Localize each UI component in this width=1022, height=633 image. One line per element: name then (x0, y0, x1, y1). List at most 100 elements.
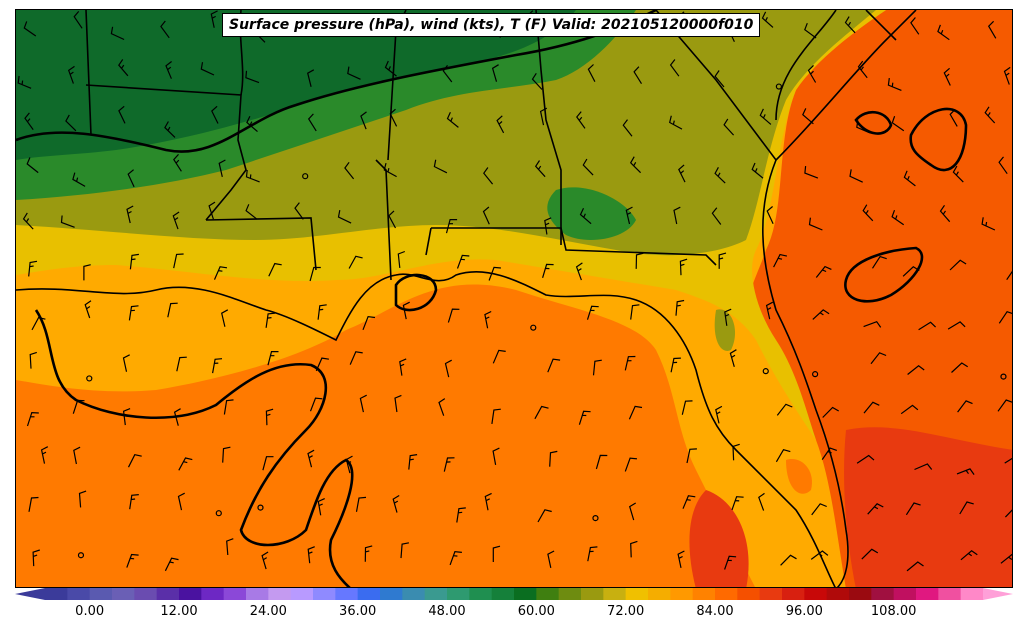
wind-barb (669, 115, 683, 130)
wind-barb (488, 266, 501, 281)
wind-barb (31, 316, 46, 331)
colorbar-labels: 0.00 12.00 24.00 36.00 48.00 60.00 72.00 84.00 9… (0, 604, 1022, 624)
wind-barb (360, 111, 367, 130)
calm-wind-circle (86, 375, 93, 382)
wind-barb (822, 406, 839, 418)
wind-barb (245, 169, 260, 183)
colorbar-swatch (893, 588, 917, 600)
colorbar-swatch (447, 588, 470, 600)
colorbar-swatch (179, 588, 202, 600)
wind-barb (1004, 509, 1012, 518)
wind-barb (218, 159, 226, 178)
wind-barb (952, 165, 964, 183)
wind-barb (447, 308, 460, 323)
wind-barb (446, 111, 459, 128)
calm-wind-circle (257, 504, 264, 511)
wind-barb (222, 446, 231, 463)
wind-barb (910, 17, 920, 35)
wind-barb (315, 357, 329, 372)
wind-barb (456, 507, 466, 523)
wind-barb (531, 72, 543, 90)
colorbar-swatch (89, 588, 113, 600)
wind-barb (213, 266, 228, 280)
wind-barb (810, 550, 829, 560)
wind-barb (383, 162, 397, 178)
wind-barb (681, 400, 693, 415)
calm-wind-circle (812, 371, 819, 378)
wind-barb (718, 252, 727, 269)
wind-barb (399, 358, 407, 376)
colorbar-swatch (134, 588, 158, 600)
colorbar-swatch (871, 588, 895, 600)
wind-barb (863, 401, 880, 414)
wind-barb (26, 157, 39, 174)
wind-barb (268, 262, 282, 277)
wind-barb (309, 397, 323, 412)
wind-barb (496, 115, 505, 134)
colorbar-tick-label: 84.00 (696, 604, 734, 619)
fl-lake-patch (786, 459, 812, 494)
wind-barb (337, 209, 352, 224)
wind-barb (811, 503, 827, 516)
wind-barb (951, 362, 969, 373)
colorbar-swatch (112, 588, 135, 600)
wind-barb (914, 463, 933, 471)
wind-barb (173, 408, 181, 426)
wind-barb (906, 561, 924, 572)
calm-wind-circle (77, 552, 85, 559)
colorbar-swatch (536, 588, 560, 600)
wind-barb (389, 108, 398, 127)
wind-barb (628, 405, 643, 420)
colorbar-tick-label: 108.00 (870, 604, 917, 619)
colorbar-swatch (156, 588, 180, 600)
wind-barb (442, 65, 453, 83)
wind-barb (807, 64, 817, 83)
wind-barb (808, 217, 823, 231)
colorbar-swatch (625, 588, 649, 600)
wind-barb (212, 358, 223, 374)
colorbar-swatch (67, 588, 91, 600)
colorbar-swatch (938, 588, 962, 600)
wind-barb (947, 321, 966, 330)
colorbar-swatch (402, 588, 426, 600)
wind-barb (160, 20, 170, 39)
colorbar-swatch (648, 588, 671, 600)
wind-barb (444, 359, 452, 378)
wind-barb (28, 260, 38, 277)
wind-barb (345, 455, 353, 474)
wind-barb (960, 550, 978, 561)
wind-barb (208, 201, 216, 220)
wind-barb (624, 457, 638, 472)
wind-barb (433, 159, 448, 174)
wind-barb (1006, 270, 1012, 281)
wind-barb (72, 172, 86, 187)
wind-barb (492, 447, 500, 466)
wind-barb (547, 358, 561, 373)
carolina-coast (775, 10, 917, 161)
wind-barb (751, 162, 764, 179)
wind-barb (22, 212, 34, 230)
wind-barb (129, 253, 139, 270)
wind-barb (1004, 457, 1012, 464)
wind-barb (1000, 553, 1012, 564)
state-line (375, 159, 392, 281)
wind-barb (388, 210, 397, 229)
wind-barb (347, 66, 361, 80)
wind-barb (861, 548, 879, 560)
wind-barb (32, 549, 40, 567)
wind-barb (364, 545, 373, 562)
wind-barb (804, 166, 819, 179)
isobar-closed (854, 111, 893, 135)
wind-barb (949, 259, 967, 271)
state-line (85, 84, 247, 221)
wind-barb (246, 115, 258, 133)
calm-wind-circle (302, 173, 309, 180)
wind-barb (262, 456, 274, 471)
wind-barb (122, 354, 130, 372)
wind-barb (438, 398, 446, 416)
wind-barb (173, 153, 182, 172)
wind-barb (164, 121, 176, 138)
wind-barb (679, 258, 688, 276)
wind-barb (445, 219, 458, 234)
temperature-fill (16, 10, 1012, 587)
